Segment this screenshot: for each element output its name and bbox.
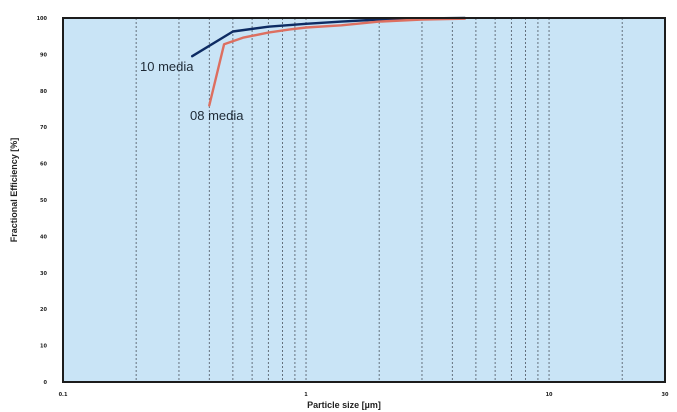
x-axis-title: Particle size [µm] [307, 400, 381, 410]
gridlines [135, 18, 623, 382]
x-tick-label: 30 [662, 392, 669, 398]
x-tick-labels: 0.1 1 10 30 [59, 392, 669, 398]
x-tick-label: 0.1 [59, 392, 68, 398]
series-line-08-media [208, 17, 466, 107]
y-tick-label: 40 [40, 234, 47, 240]
y-tick-label: 30 [40, 271, 47, 277]
y-tick-label: 80 [40, 89, 47, 95]
y-axis-title: Fractional Efficiency [%] [9, 138, 19, 243]
plot-area [63, 18, 665, 382]
series-label-08-media: 08 media [190, 108, 244, 123]
y-tick-label: 20 [40, 307, 47, 313]
series-label-10-media: 10 media [140, 59, 194, 74]
y-tick-label: 70 [40, 125, 47, 131]
y-tick-label: 100 [37, 16, 48, 22]
x-tick-label: 1 [304, 392, 308, 398]
plot-border [62, 17, 666, 383]
y-tick-labels: 0 10 20 30 40 50 60 70 80 90 100 [37, 16, 48, 386]
y-tick-label: 60 [40, 162, 47, 168]
y-tick-label: 0 [44, 380, 48, 386]
x-tick-label: 10 [546, 392, 553, 398]
y-tick-label: 10 [40, 344, 47, 350]
y-tick-label: 50 [40, 198, 47, 204]
y-tick-label: 90 [40, 52, 47, 58]
